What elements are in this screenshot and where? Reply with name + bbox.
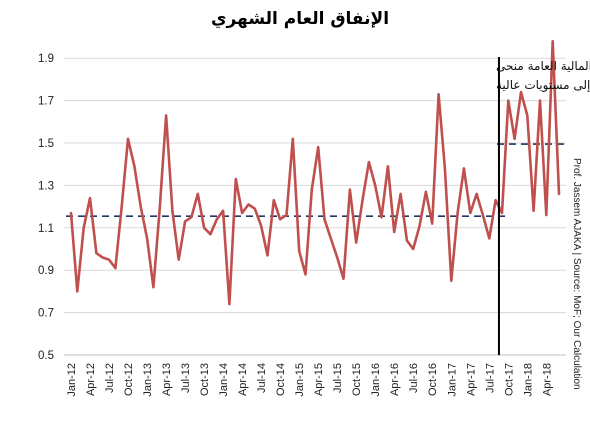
x-tick-label: Oct-17 — [503, 363, 515, 396]
x-tick-label: Apr-14 — [237, 363, 249, 396]
y-tick-label: 1.3 — [38, 180, 54, 192]
x-axis: Jan-12 Apr-12 Jul-12 Oct-12 Jan-13 Apr-13 Jul-… — [64, 354, 566, 397]
y-tick-label: 1.5 — [38, 138, 54, 150]
x-tick-label: Apr-13 — [161, 363, 173, 396]
x-tick-label: Jan-17 — [446, 363, 458, 397]
x-tick-label: Apr-17 — [465, 363, 477, 396]
x-tick-label: Jan-18 — [522, 363, 534, 397]
x-tick-label: Oct-16 — [427, 363, 439, 396]
x-tick-label: Apr-12 — [85, 363, 97, 396]
y-tick-label: 1.9 — [38, 53, 54, 65]
chart-title: الإنفاق العام الشهري — [211, 9, 389, 29]
y-tick-label: 1.1 — [38, 223, 54, 235]
y-tick-label: 0.7 — [38, 308, 54, 320]
annotation-line-2: خطر مع إرتفاع الإنفاق إلى مستويات عالية — [496, 78, 590, 93]
x-tick-label: Jul-15 — [332, 363, 344, 393]
x-tick-label: Oct-14 — [275, 363, 287, 396]
x-tick-label: Jul-17 — [484, 363, 496, 393]
x-tick-label: Jan-13 — [142, 363, 154, 397]
x-tick-label: Jan-16 — [370, 363, 382, 397]
x-tick-label: Jul-14 — [256, 363, 268, 393]
x-tick-label: Jul-13 — [180, 363, 192, 393]
x-tick-label: Jan-15 — [294, 363, 306, 397]
x-tick-label: Apr-16 — [389, 363, 401, 396]
x-tick-label: Oct-12 — [123, 363, 135, 396]
x-tick-label: Apr-15 — [313, 363, 325, 396]
y-axis: 0.5 0.7 0.9 1.1 1.3 1.5 1.7 1.9 — [38, 53, 54, 362]
y-tick-label: 1.7 — [38, 96, 54, 108]
source-credit: Prof. Jassem AJAKA | Source: MoF; Our Ca… — [571, 158, 582, 390]
x-tick-label: Jul-16 — [408, 363, 420, 393]
x-tick-label: Apr-18 — [541, 363, 553, 396]
x-tick-label: Oct-13 — [199, 363, 211, 396]
x-tick-label: Oct-15 — [351, 363, 363, 396]
gridlines — [64, 57, 566, 356]
series-line — [69, 39, 561, 306]
x-tick-label: Jan-12 — [66, 363, 78, 397]
x-tick-label: Jan-14 — [218, 363, 230, 397]
y-tick-label: 0.9 — [38, 265, 54, 277]
annotation-line-1: منذ أيلول 2017، أخذت المالية العامة منحى — [496, 58, 590, 74]
series-layer — [69, 39, 561, 306]
y-tick-label: 0.5 — [38, 350, 54, 362]
x-tick-label: Jul-12 — [104, 363, 116, 393]
